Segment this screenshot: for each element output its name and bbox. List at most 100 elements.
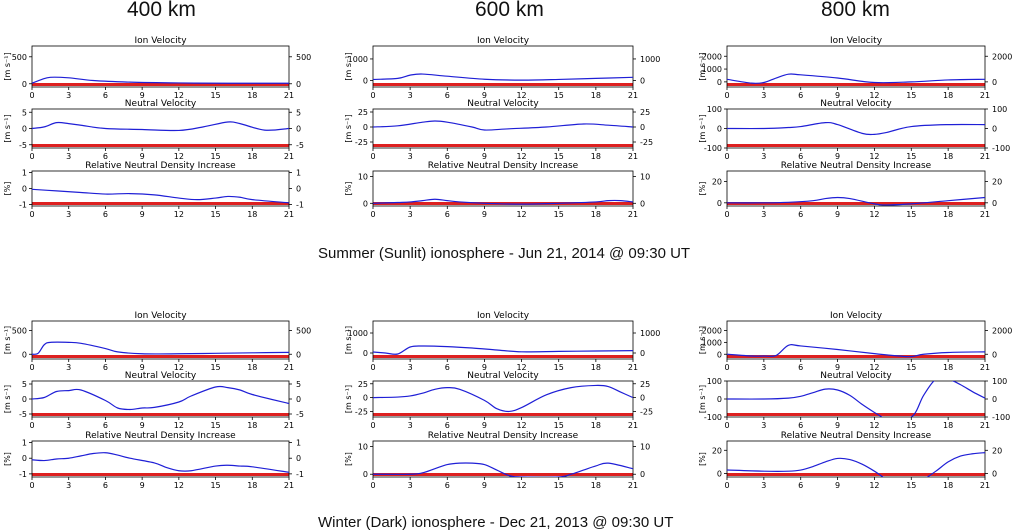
- y2-tick-label: 100: [992, 105, 1007, 114]
- x-tick-label: 12: [174, 210, 184, 219]
- x-tick-label: 12: [174, 152, 184, 161]
- x-tick-label: 15: [554, 481, 564, 490]
- x-tick-label: 12: [516, 210, 526, 219]
- x-tick-label: 15: [210, 91, 220, 100]
- y2-tick-label: -5: [296, 141, 304, 150]
- x-tick-label: 12: [516, 152, 526, 161]
- x-tick-label: 0: [370, 152, 375, 161]
- baseline-band: [727, 202, 985, 205]
- x-tick-label: 21: [980, 421, 990, 430]
- series-line: [373, 198, 633, 205]
- x-tick-label: 9: [140, 481, 145, 490]
- y-tick-label: -25: [355, 407, 368, 416]
- x-tick-label: 9: [482, 363, 487, 372]
- x-tick-label: 0: [724, 210, 729, 219]
- y-axis-label: [m s⁻¹]: [3, 385, 12, 413]
- series-line: [32, 452, 289, 473]
- y-tick-label: 0: [717, 395, 722, 404]
- x-tick-label: 9: [835, 363, 840, 372]
- series-line: [32, 76, 289, 84]
- x-tick-label: 21: [628, 421, 638, 430]
- y-tick-label: 0: [717, 125, 722, 134]
- y-tick-label: 2000: [702, 52, 722, 61]
- y-tick-label: 2000: [702, 327, 722, 336]
- y2-tick-label: 25: [640, 108, 650, 117]
- x-tick-label: 21: [628, 363, 638, 372]
- x-tick-label: 3: [408, 152, 413, 161]
- axes-frame: [31, 170, 290, 207]
- x-tick-label: 15: [554, 210, 564, 219]
- y-tick-label: -100: [704, 413, 722, 422]
- y-tick-label: 0: [717, 199, 722, 208]
- x-tick-label: 0: [29, 363, 34, 372]
- y2-tick-label: -25: [640, 407, 653, 416]
- x-tick-label: 3: [408, 363, 413, 372]
- series-line: [727, 344, 985, 358]
- panel-title: Relative Neutral Density Increase: [428, 161, 579, 171]
- x-tick-label: 9: [482, 152, 487, 161]
- x-tick-label: 3: [761, 210, 766, 219]
- y2-tick-label: 0: [992, 395, 997, 404]
- y-tick-label: 0: [717, 78, 722, 87]
- y-tick-label: 100: [707, 377, 722, 386]
- y-axis-label: [m s⁻¹]: [344, 326, 353, 354]
- axes-frame: [726, 170, 986, 207]
- column-title-400km: 400 km: [127, 0, 196, 21]
- panel-title: Relative Neutral Density Increase: [85, 431, 236, 441]
- x-tick-label: 21: [628, 481, 638, 490]
- y-tick-label: 0: [363, 199, 368, 208]
- x-tick-label: 6: [103, 363, 108, 372]
- y-tick-label: 1000: [348, 329, 368, 338]
- y-axis-label: [%]: [698, 452, 707, 466]
- x-tick-label: 9: [482, 210, 487, 219]
- y2-tick-label: -1: [296, 200, 304, 209]
- y2-tick-label: 20: [992, 446, 1002, 455]
- x-tick-label: 0: [370, 481, 375, 490]
- x-tick-label: 9: [835, 421, 840, 430]
- x-tick-label: 3: [408, 481, 413, 490]
- axes-frame: [372, 320, 634, 360]
- x-tick-label: 18: [591, 481, 601, 490]
- y-tick-label: -5: [19, 410, 27, 419]
- x-tick-label: 18: [247, 363, 257, 372]
- y2-tick-label: 0: [296, 125, 301, 134]
- y-tick-label: 0: [363, 349, 368, 358]
- x-tick-label: 0: [29, 152, 34, 161]
- y-tick-label: 0: [22, 185, 27, 194]
- x-tick-label: 0: [370, 421, 375, 430]
- x-tick-label: 3: [761, 91, 766, 100]
- panel-title: Neutral Velocity: [820, 99, 892, 109]
- x-tick-label: 18: [591, 152, 601, 161]
- panel-title: Ion Velocity: [134, 311, 187, 321]
- x-tick-label: 6: [103, 91, 108, 100]
- axes-frame: [31, 45, 290, 88]
- y-axis-label: [m s⁻¹]: [698, 52, 707, 80]
- y2-tick-label: 2000: [992, 52, 1012, 61]
- y-tick-label: 1000: [702, 65, 722, 74]
- column-title-800km: 800 km: [821, 0, 890, 21]
- x-tick-label: 21: [284, 152, 294, 161]
- subplot: Neutral Velocity[m s⁻¹]0 3 6 9 12 15 18 21-1000…: [698, 99, 1010, 161]
- x-tick-label: 9: [835, 210, 840, 219]
- x-tick-label: 12: [174, 91, 184, 100]
- panel-title: Ion Velocity: [830, 311, 883, 321]
- y-tick-label: 0: [717, 350, 722, 359]
- x-tick-label: 3: [66, 481, 71, 490]
- x-tick-label: 3: [66, 210, 71, 219]
- x-tick-label: 15: [906, 210, 916, 219]
- y2-tick-label: 10: [640, 172, 650, 181]
- panel-title: Ion Velocity: [477, 36, 530, 46]
- x-tick-label: 15: [210, 210, 220, 219]
- y2-tick-label: 1000: [640, 329, 660, 338]
- x-tick-label: 0: [29, 481, 34, 490]
- x-tick-label: 21: [284, 421, 294, 430]
- y-tick-label: 5: [22, 108, 27, 117]
- subplot: Neutral Velocity[m s⁻¹]0 3 6 9 12 15 18 21-2502…: [344, 99, 653, 161]
- x-tick-label: 3: [761, 421, 766, 430]
- y2-tick-label: 2000: [992, 327, 1012, 336]
- baseline-band: [32, 202, 289, 205]
- x-tick-label: 18: [247, 91, 257, 100]
- y-tick-label: 5: [22, 380, 27, 389]
- x-tick-label: 15: [554, 421, 564, 430]
- y-axis-label: [%]: [3, 452, 12, 466]
